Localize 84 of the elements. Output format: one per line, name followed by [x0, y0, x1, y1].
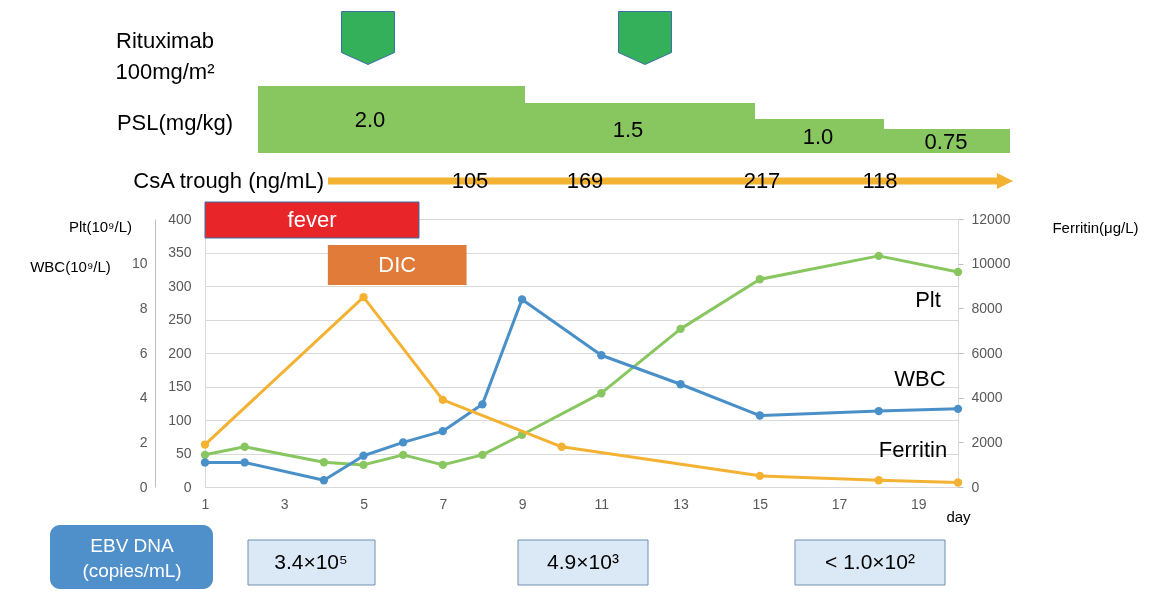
text: 1.5 — [612, 117, 644, 142]
point — [953, 478, 963, 487]
text: 0.75 — [924, 129, 968, 154]
point — [240, 458, 249, 467]
y2-tick-label: 10000 — [971, 255, 1011, 272]
point — [557, 442, 566, 451]
text: PSL(mg/kg) — [116, 110, 234, 135]
point — [597, 389, 606, 398]
point — [478, 400, 487, 409]
y-axis-title: Plt(10⁹/L) — [68, 217, 133, 235]
band-label: DIC — [378, 252, 417, 277]
point — [200, 440, 210, 449]
text: CsA trough (ng/mL) — [133, 168, 324, 193]
y2-tick-label: 12000 — [971, 210, 1011, 227]
y3-tick-label: 6 — [139, 344, 148, 361]
x-tick-label: 15 — [752, 495, 769, 512]
point — [438, 426, 447, 436]
series-label: WBC — [894, 365, 946, 391]
x-tick-label: 9 — [518, 495, 527, 512]
y2-tick-label: 0 — [971, 478, 980, 495]
y2-axis-title: Ferritin(μg/L) — [1052, 218, 1139, 236]
y3-tick-label: 2 — [139, 433, 148, 450]
x-tick-label: 3 — [280, 495, 289, 512]
y-tick-label: 100 — [168, 411, 192, 428]
point — [755, 275, 765, 284]
y3-axis-title: WBC(10⁹/L) — [30, 257, 111, 275]
x-tick-label: 1 — [201, 495, 210, 512]
y2-tick-label: 8000 — [971, 299, 1003, 316]
point — [676, 380, 685, 389]
point — [398, 450, 408, 460]
point — [398, 438, 408, 447]
text: 4.9×10³ — [547, 550, 619, 573]
series-label: Ferritin — [878, 436, 948, 462]
x-tick-label: 19 — [911, 495, 927, 512]
point — [359, 460, 368, 470]
x-tick-label: 5 — [360, 495, 369, 512]
y-tick-label: 300 — [168, 277, 192, 294]
y-tick-label: 200 — [168, 344, 192, 361]
y-tick-label: 150 — [168, 378, 192, 394]
point — [319, 476, 329, 485]
point — [359, 292, 368, 302]
point — [438, 395, 447, 405]
y3-tick-label: 0 — [139, 478, 148, 495]
text: < 1.0×10² — [825, 550, 915, 573]
x-axis-title: day — [946, 507, 972, 525]
text: Rituximab 100mg/m² — [115, 28, 215, 84]
y2-tick-label: 6000 — [971, 344, 1003, 361]
series-label: Plt — [915, 286, 941, 312]
y-tick-label: 0 — [183, 478, 192, 495]
point — [517, 295, 527, 304]
text: EBV DNA (copies/mL) — [82, 535, 182, 581]
y-tick-label: 50 — [175, 445, 192, 461]
point — [319, 458, 329, 467]
point — [953, 267, 963, 277]
x-tick-label: 13 — [673, 495, 690, 512]
text: 3.4×10⁵ — [274, 550, 348, 573]
point — [200, 458, 210, 467]
point — [874, 406, 883, 416]
y3-tick-label: 8 — [139, 299, 148, 316]
point — [478, 450, 487, 460]
text: 2.0 — [354, 107, 386, 132]
x-tick-label: 17 — [831, 495, 848, 512]
y3-tick-label: 4 — [139, 389, 148, 406]
band-label: fever — [287, 207, 337, 232]
point — [755, 411, 765, 420]
x-tick-label: 11 — [594, 495, 610, 512]
y2-tick-label: 4000 — [971, 389, 1003, 406]
point — [676, 324, 685, 334]
point — [359, 451, 368, 460]
point — [438, 460, 447, 470]
text: 1.0 — [802, 124, 834, 149]
point — [755, 471, 765, 481]
x-tick-label: 7 — [439, 495, 448, 512]
y3-tick-label: 10 — [131, 255, 148, 272]
point — [953, 404, 963, 414]
point — [200, 450, 210, 460]
point — [597, 351, 606, 360]
y-tick-label: 400 — [168, 210, 192, 227]
y2-tick-label: 2000 — [971, 433, 1003, 450]
y-tick-label: 250 — [168, 311, 192, 327]
point — [874, 476, 883, 485]
point — [240, 442, 249, 451]
y-tick-label: 350 — [168, 244, 192, 260]
point — [874, 251, 883, 261]
